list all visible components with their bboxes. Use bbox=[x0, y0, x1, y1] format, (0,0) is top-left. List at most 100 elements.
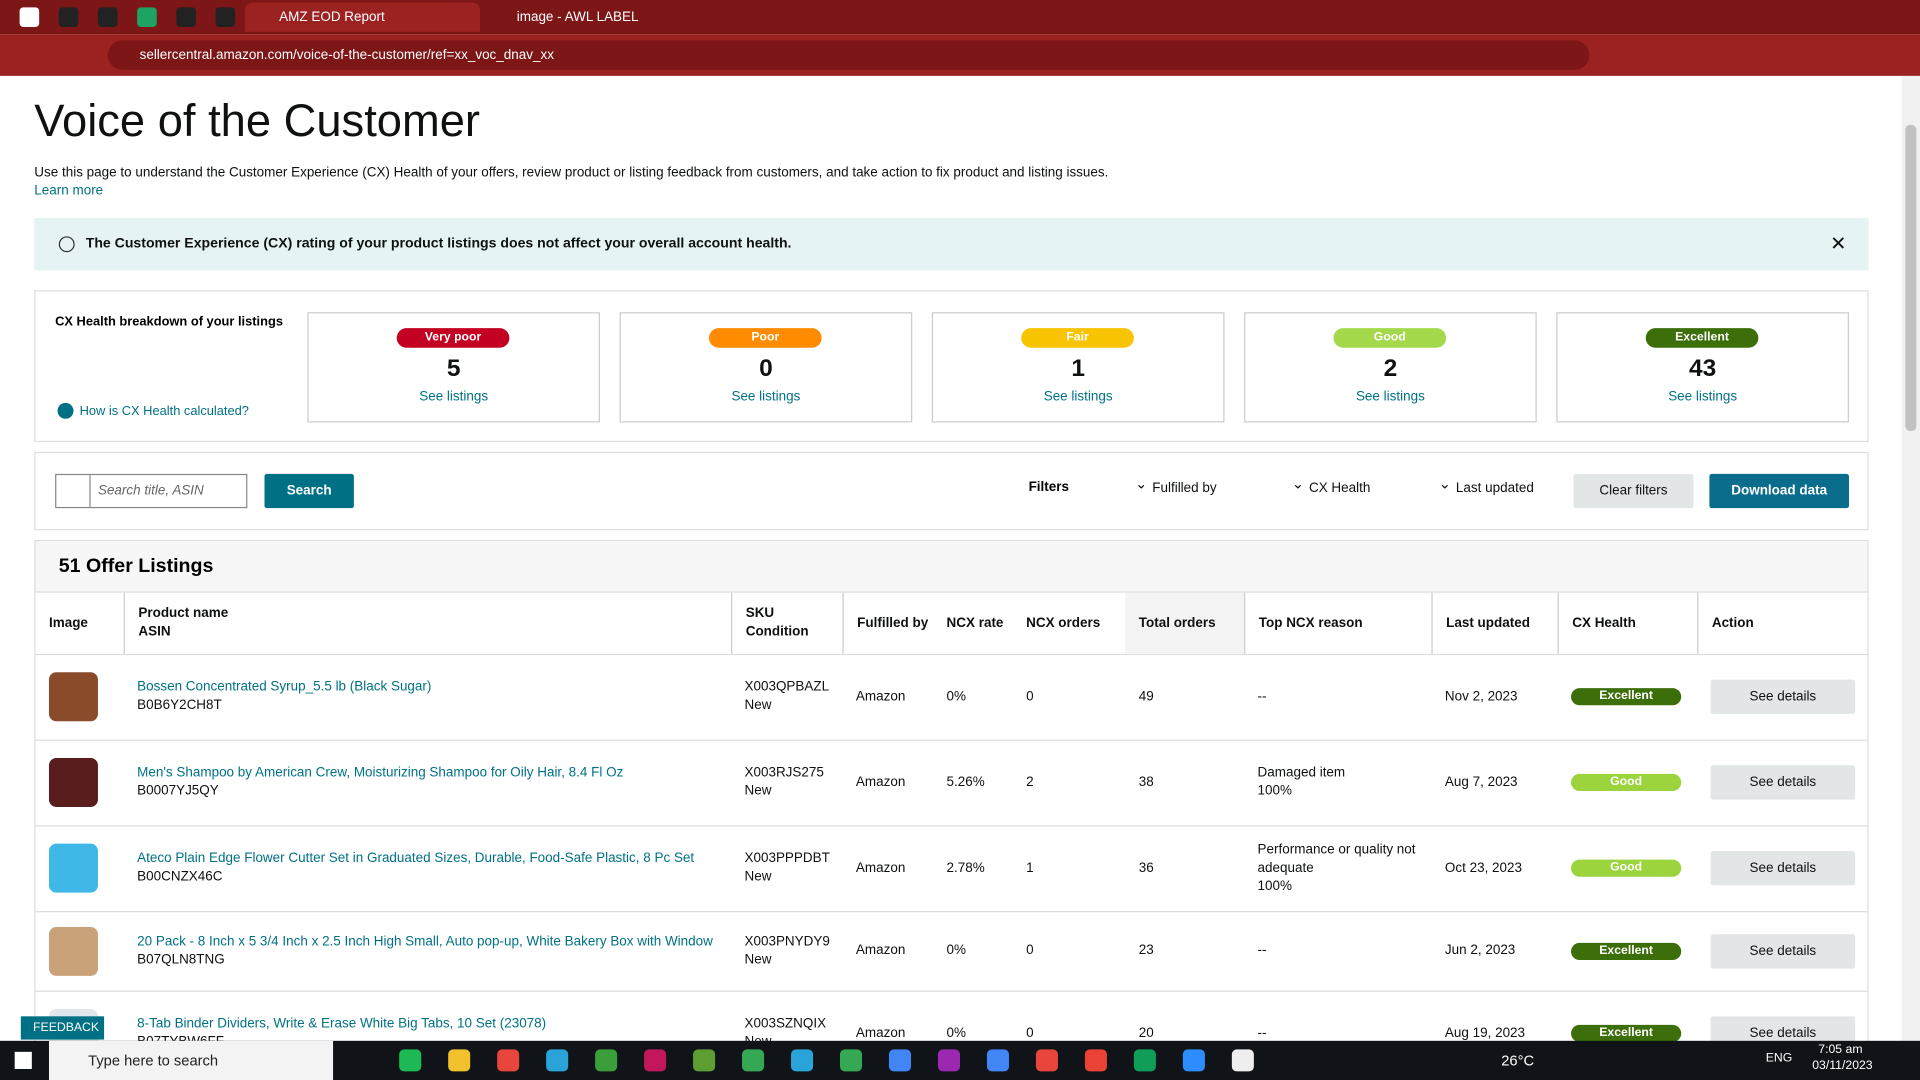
product-link[interactable]: 20 Pack - 8 Inch x 5 3/4 Inch x 2.5 Inch… bbox=[137, 933, 713, 949]
date: 03/11/2023 bbox=[1812, 1059, 1873, 1073]
product-link[interactable]: Men's Shampoo by American Crew, Moisturi… bbox=[137, 765, 624, 781]
image-cell bbox=[36, 911, 124, 991]
see-listings-link[interactable]: See listings bbox=[419, 389, 489, 405]
ncx-rate: 0% bbox=[946, 1025, 967, 1041]
column-header: Fulfilled by bbox=[842, 592, 933, 654]
column-label: Product name bbox=[138, 606, 229, 621]
taskbar-app[interactable] bbox=[546, 1049, 569, 1072]
sku: X003RJS275 bbox=[744, 765, 824, 781]
taskbar-app[interactable] bbox=[399, 1049, 422, 1072]
column-header: SKU Condition bbox=[731, 592, 842, 654]
clock[interactable]: 7:05 am 03/11/2023 bbox=[1812, 1043, 1873, 1073]
product-thumbnail bbox=[48, 843, 98, 893]
condition: New bbox=[744, 783, 772, 799]
taskbar-search[interactable]: Type here to search bbox=[48, 1040, 334, 1080]
tab-icon[interactable] bbox=[58, 7, 79, 27]
see-details-button[interactable]: See details bbox=[1710, 765, 1856, 800]
help-link[interactable]: How is CX Health calculated? bbox=[57, 402, 249, 419]
column-header: NCX orders bbox=[1013, 593, 1126, 654]
sku-cell: X003PNYDY9 New bbox=[731, 911, 842, 991]
see-listings-link[interactable]: See listings bbox=[1355, 389, 1425, 405]
taskbar-app[interactable] bbox=[595, 1049, 618, 1072]
sku-cell: X003QPBAZL New bbox=[731, 654, 842, 740]
see-listings-link[interactable]: See listings bbox=[1043, 389, 1113, 405]
taskbar-app[interactable] bbox=[1084, 1049, 1107, 1072]
tab-icon[interactable] bbox=[176, 7, 196, 27]
tab-icon[interactable] bbox=[97, 7, 118, 27]
column-header: Product name ASIN bbox=[123, 592, 731, 654]
learn-more-link[interactable]: Learn more bbox=[34, 183, 104, 199]
taskbar-app[interactable] bbox=[644, 1049, 667, 1072]
total-orders: 20 bbox=[1138, 1025, 1154, 1041]
see-details-button[interactable]: See details bbox=[1710, 933, 1856, 968]
download-button[interactable]: Download data bbox=[1709, 473, 1849, 509]
search-placeholder: Search title, ASIN bbox=[97, 483, 204, 499]
banner-text: The Customer Experience (CX) rating of y… bbox=[85, 236, 792, 252]
see-listings-link[interactable]: See listings bbox=[1668, 389, 1738, 405]
taskbar-app[interactable] bbox=[791, 1049, 814, 1072]
taskbar-app[interactable] bbox=[1035, 1049, 1058, 1072]
column-header: Action bbox=[1697, 592, 1867, 654]
info-banner: The Customer Experience (CX) rating of y… bbox=[34, 217, 1869, 271]
tab-bar: AMZ EOD Report image - AWL LABEL bbox=[0, 0, 1920, 35]
search-input[interactable]: Search title, ASIN bbox=[55, 473, 248, 509]
cx-health-dropdown[interactable]: CX Health bbox=[1292, 475, 1371, 496]
tab-icon[interactable] bbox=[137, 7, 157, 27]
product-link[interactable]: Bossen Concentrated Syrup_5.5 lb (Black … bbox=[137, 679, 432, 695]
tab-title: image - AWL LABEL bbox=[516, 9, 639, 25]
browser-tab[interactable]: AMZ EOD Report bbox=[244, 2, 481, 32]
taskbar-app[interactable] bbox=[448, 1049, 471, 1072]
taskbar: Type here to search 26°C ENG 7:05 am 03/1… bbox=[0, 1040, 1920, 1080]
browser-tab[interactable]: image - AWL LABEL bbox=[482, 2, 717, 31]
sku-cell: X003PPPDBT New bbox=[731, 825, 842, 911]
taskbar-app[interactable] bbox=[937, 1049, 961, 1072]
last-updated-dropdown[interactable]: Last updated bbox=[1439, 475, 1534, 496]
taskbar-app[interactable] bbox=[1182, 1049, 1205, 1072]
scrollbar[interactable] bbox=[1901, 75, 1920, 1041]
taskbar-app[interactable] bbox=[1231, 1049, 1254, 1072]
product-link[interactable]: Ateco Plain Edge Flower Cutter Set in Gr… bbox=[137, 851, 695, 866]
see-listings-link[interactable]: See listings bbox=[731, 389, 801, 405]
tab-icon[interactable] bbox=[19, 7, 40, 27]
taskbar-app[interactable] bbox=[840, 1049, 863, 1072]
action-cell: See details bbox=[1697, 740, 1867, 826]
listing-row: Men's Shampoo by American Crew, Moisturi… bbox=[35, 740, 1868, 827]
clear-filters-button[interactable]: Clear filters bbox=[1573, 473, 1694, 509]
ncx-orders: 0 bbox=[1026, 688, 1034, 704]
ncx-orders: 1 bbox=[1026, 860, 1034, 875]
ncx-rate: 0% bbox=[946, 688, 967, 704]
url-field[interactable]: sellercentral.amazon.com/voice-of-the-cu… bbox=[107, 40, 1590, 70]
weather[interactable]: 26°C bbox=[1501, 1051, 1535, 1069]
top-ncx-reason: -- bbox=[1257, 1025, 1267, 1041]
fulfilled-by: Amazon bbox=[855, 860, 906, 875]
product-thumbnail bbox=[48, 926, 98, 976]
tab-icon[interactable] bbox=[215, 7, 236, 27]
column-label: NCX rate bbox=[946, 615, 1004, 631]
taskbar-app[interactable] bbox=[888, 1049, 912, 1072]
taskbar-app[interactable] bbox=[742, 1049, 765, 1072]
rating-count: 5 bbox=[446, 355, 461, 383]
top-ncx-reason: -- bbox=[1257, 688, 1267, 704]
see-details-button[interactable]: See details bbox=[1710, 679, 1856, 714]
last-updated: Aug 19, 2023 bbox=[1444, 1025, 1526, 1041]
cx-health-badge: Good bbox=[1571, 859, 1682, 877]
cx-card: Very poor 5 See listings bbox=[307, 312, 601, 423]
taskbar-app[interactable] bbox=[497, 1049, 520, 1072]
action-cell: See details bbox=[1697, 825, 1867, 911]
scroll-thumb[interactable] bbox=[1905, 124, 1917, 432]
taskbar-app[interactable] bbox=[693, 1049, 716, 1072]
close-button[interactable]: ✕ bbox=[1830, 233, 1847, 255]
total-orders: 23 bbox=[1138, 942, 1154, 958]
taskbar-app[interactable] bbox=[986, 1049, 1009, 1072]
see-details-button[interactable]: See details bbox=[1710, 851, 1856, 886]
taskbar-app[interactable] bbox=[1133, 1049, 1156, 1072]
description: Use this page to understand the Customer… bbox=[34, 164, 1258, 201]
feedback-label: FEEDBACK bbox=[33, 1021, 100, 1035]
ncx-orders: 0 bbox=[1026, 942, 1034, 958]
feedback-button[interactable]: FEEDBACK ✕ bbox=[20, 1016, 105, 1058]
product-link[interactable]: 8-Tab Binder Dividers, Write & Erase Whi… bbox=[137, 1016, 547, 1032]
search-button[interactable]: Search bbox=[264, 473, 354, 509]
start-button[interactable] bbox=[14, 1051, 32, 1069]
fulfilled-by-dropdown[interactable]: Fulfilled by bbox=[1135, 475, 1216, 496]
language[interactable]: ENG bbox=[1765, 1051, 1793, 1066]
